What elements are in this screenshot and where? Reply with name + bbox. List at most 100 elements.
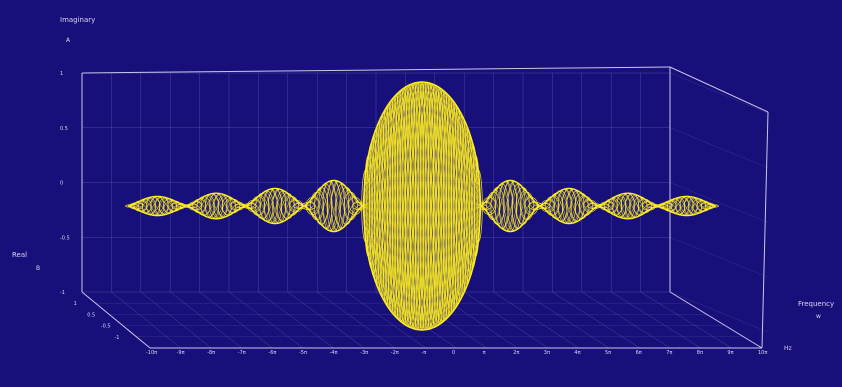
helix-ring xyxy=(557,188,572,224)
sinc-lobe xyxy=(595,192,661,220)
mesh-strand xyxy=(245,188,305,215)
y-tick-label: -1 xyxy=(114,335,119,341)
floor-gridline xyxy=(522,291,610,349)
mesh-strand xyxy=(598,195,658,218)
helix-ring xyxy=(272,188,287,224)
floor-gridline xyxy=(228,291,304,349)
y-tick-label: -0.5 xyxy=(101,324,111,330)
z-tick-label: -1 xyxy=(60,290,65,296)
mesh-strand xyxy=(362,85,482,330)
y-axis-symbol: B xyxy=(36,265,40,272)
x-tick-label: 4π xyxy=(574,350,580,356)
z-tick-label: 0.5 xyxy=(60,126,68,132)
tick-labels: -10π -9π -8π -7π -6π -5π -4π -3π -2π -π 0 π 2π 3π 4π 5π… xyxy=(60,71,767,356)
x-tick-label: 0 xyxy=(452,350,455,356)
x-tick-label: 3π xyxy=(544,350,550,356)
mesh-strand xyxy=(480,184,540,230)
mesh-strand xyxy=(539,191,599,223)
x-tick-label: -3π xyxy=(360,350,368,356)
helix-ring xyxy=(330,180,346,232)
mesh-strand xyxy=(598,198,658,219)
floor-gridline xyxy=(434,291,518,349)
side-wall-gridline xyxy=(669,72,769,114)
helix-ring xyxy=(440,91,450,321)
x-tick-label: -2π xyxy=(391,350,399,356)
mesh-strand xyxy=(304,184,364,230)
floor-gridline xyxy=(140,291,212,349)
axes-frame xyxy=(81,66,769,349)
sinc-lobe xyxy=(301,179,367,233)
x-axis-unit: Hz xyxy=(784,345,792,352)
x-axis-symbol: w xyxy=(816,313,821,320)
mesh-strand xyxy=(657,197,717,215)
frame-edge xyxy=(669,291,763,349)
mesh-strand xyxy=(304,181,364,225)
side-wall-gridline xyxy=(669,291,769,333)
mesh-strand xyxy=(362,83,482,329)
x-tick-label: 8π xyxy=(697,350,703,356)
x-tick-label: 5π xyxy=(605,350,611,356)
wireframe-surface xyxy=(125,81,719,331)
helix-ring xyxy=(453,107,463,305)
mesh-strand xyxy=(363,83,482,328)
floor-gridline xyxy=(552,291,640,349)
x-tick-label: 9π xyxy=(727,350,733,356)
mesh-strand xyxy=(539,195,599,224)
floor-gridline xyxy=(317,291,395,349)
side-wall-gridline xyxy=(669,182,769,223)
mesh-strand xyxy=(480,190,540,232)
mesh-strand xyxy=(598,192,658,213)
mesh-strand xyxy=(304,180,364,219)
mesh-strand xyxy=(362,81,482,325)
sinc-lobe xyxy=(536,187,602,225)
mesh-strand xyxy=(128,196,187,211)
floor-gridline xyxy=(611,291,701,349)
mesh-strand xyxy=(186,192,246,213)
helix-ring xyxy=(507,180,522,232)
mesh-strand xyxy=(362,82,482,327)
helix-ring xyxy=(409,82,419,330)
helix-ring xyxy=(427,83,437,329)
helix-ring xyxy=(412,82,422,330)
floor-gridline xyxy=(258,291,334,349)
mesh-strand xyxy=(362,82,482,327)
mesh-strand xyxy=(362,86,482,331)
mesh-strand xyxy=(362,88,482,331)
floor-gridline xyxy=(346,291,426,349)
mesh-strand xyxy=(186,198,246,219)
x-tick-label: -10π xyxy=(146,350,157,356)
floor-gridline xyxy=(199,291,273,349)
helix-ring xyxy=(407,83,417,329)
helix-ring xyxy=(422,82,432,330)
frame-edge xyxy=(81,66,671,74)
x-tick-label: 10π xyxy=(758,350,767,356)
floor-gridline xyxy=(493,291,579,349)
floor-gridline xyxy=(640,291,732,349)
mesh-strand xyxy=(186,193,246,216)
mesh-strand xyxy=(127,196,187,214)
side-wall-gridline xyxy=(669,127,769,168)
x-tick-label: -7π xyxy=(238,350,246,356)
sinc-lobe xyxy=(654,195,719,217)
sinc-lobe xyxy=(477,179,543,233)
x-tick-label: -8π xyxy=(207,350,215,356)
floor-gridline xyxy=(287,291,365,349)
mesh-strand xyxy=(127,197,187,215)
axis-labels: Imaginary A Real B Frequency w Hz xyxy=(12,16,834,352)
x-tick-label: 6π xyxy=(636,350,642,356)
helix-ring xyxy=(322,180,337,232)
helix-ring xyxy=(394,91,404,321)
sinc-lobe xyxy=(361,81,483,331)
sinc-lobe xyxy=(183,192,249,220)
helix-ring xyxy=(498,180,514,232)
helix-ring xyxy=(381,107,391,305)
mesh-strand xyxy=(539,189,599,219)
y-axis-label: Real xyxy=(12,251,27,259)
lobe-outline xyxy=(302,179,365,233)
x-tick-label: -π xyxy=(421,350,426,356)
mesh-strand xyxy=(245,189,305,219)
x-tick-label: π xyxy=(483,350,486,356)
x-tick-label: 2π xyxy=(513,350,519,356)
y-tick-label: 1 xyxy=(74,301,77,307)
